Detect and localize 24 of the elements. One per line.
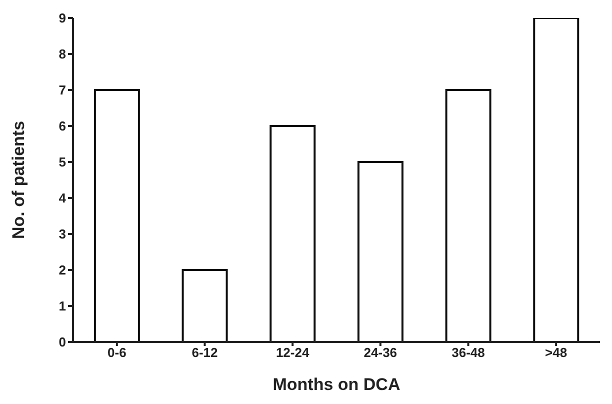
x-tick-label: 36-48 [452,345,485,360]
bar [182,269,228,342]
x-axis-title: Months on DCA [272,375,400,394]
y-tick-label: 2 [58,262,66,278]
bar [533,18,580,342]
bar [94,89,140,342]
y-tick-label: 9 [58,10,66,26]
bar [357,161,404,342]
y-tick-label: 5 [58,154,66,170]
x-tick-label: >48 [545,345,568,360]
y-tick-label: 0 [58,334,66,350]
x-tick-label: 24-36 [364,345,398,360]
y-tick-label: 7 [58,82,66,98]
x-tick-label: 0-6 [108,345,126,360]
y-axis-title: No. of patients [9,120,28,240]
y-tick-label: 8 [58,46,66,62]
y-tick-label: 6 [58,118,66,134]
y-tick-label: 3 [58,226,66,242]
bar [270,125,316,342]
y-tick-label: 1 [58,298,66,314]
x-tick-label: 6-12 [192,345,218,360]
y-tick-label: 4 [58,190,67,206]
x-tick-label: 12-24 [276,345,310,360]
bar [445,89,492,342]
